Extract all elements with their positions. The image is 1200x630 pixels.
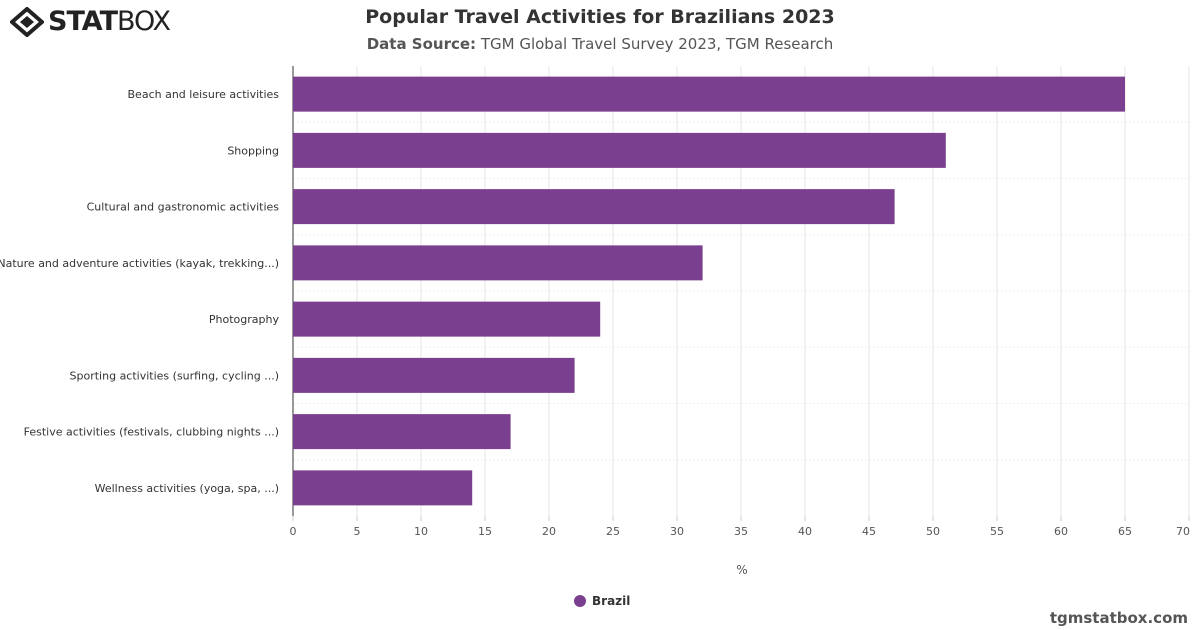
- bar: [293, 414, 511, 450]
- x-axis-title: %: [736, 563, 747, 577]
- diamond-logo-icon: [10, 6, 44, 37]
- subtitle-label: Data Source:: [366, 35, 477, 53]
- y-category-label: Nature and adventure activities (kayak, …: [0, 257, 279, 270]
- legend-item-brazil[interactable]: Brazil: [574, 594, 630, 608]
- bar: [293, 301, 601, 337]
- x-tick-label: 20: [542, 525, 556, 538]
- bar: [293, 132, 946, 168]
- x-tick-label: 50: [926, 525, 940, 538]
- legend-marker: [574, 595, 586, 607]
- x-tick-label: 40: [798, 525, 812, 538]
- bar: [293, 357, 575, 393]
- x-tick-label: 70: [1176, 525, 1190, 538]
- subtitle-source: TGM Global Travel Survey 2023, TGM Resea…: [480, 35, 834, 53]
- bar: [293, 189, 895, 225]
- footer-url: tgmstatbox.com: [1049, 609, 1188, 627]
- bar: [293, 245, 703, 281]
- y-category-label: Cultural and gastronomic activities: [87, 201, 280, 214]
- y-category-label: Photography: [209, 313, 280, 326]
- chart-subtitle: Data Source: TGM Global Travel Survey 20…: [0, 35, 1200, 53]
- y-category-label: Sporting activities (surfing, cycling ..…: [70, 369, 279, 382]
- x-tick-label: 60: [1054, 525, 1068, 538]
- x-tick-label: 5: [354, 525, 361, 538]
- y-category-label: Festive activities (festivals, clubbing …: [24, 426, 279, 439]
- x-tick-label: 15: [478, 525, 492, 538]
- y-category-label: Wellness activities (yoga, spa, ...): [95, 482, 279, 495]
- legend-label: Brazil: [592, 594, 631, 608]
- chart-title: Popular Travel Activities for Brazilians…: [365, 6, 835, 28]
- x-tick-label: 55: [990, 525, 1004, 538]
- x-tick-label: 10: [414, 525, 428, 538]
- x-tick-label: 30: [670, 525, 684, 538]
- x-tick-label: 65: [1118, 525, 1132, 538]
- x-tick-label: 45: [862, 525, 876, 538]
- x-tick-label: 25: [606, 525, 620, 538]
- x-tick-label: 0: [290, 525, 297, 538]
- x-tick-label: 35: [734, 525, 748, 538]
- y-category-label: Shopping: [227, 144, 279, 157]
- statbox-logo: STATBOX: [10, 6, 171, 37]
- bar: [293, 76, 1125, 112]
- bar: [293, 470, 473, 506]
- logo-bold: STAT: [48, 6, 118, 37]
- y-category-label: Beach and leisure activities: [128, 88, 280, 101]
- logo-light: BOX: [116, 6, 171, 37]
